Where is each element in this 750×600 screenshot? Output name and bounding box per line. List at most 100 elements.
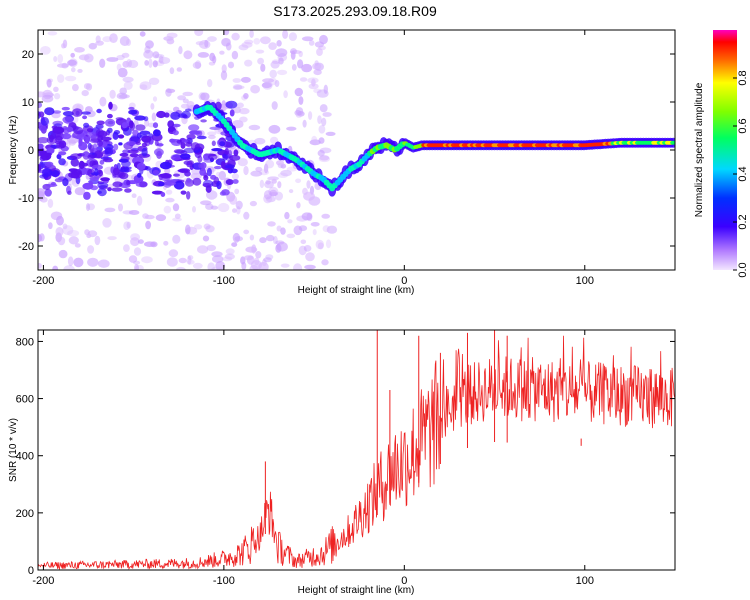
noise-blob — [301, 212, 313, 221]
noise-blob — [172, 203, 180, 212]
noise-blob — [48, 222, 53, 230]
noise-blob — [187, 255, 192, 265]
signal-blob — [132, 129, 139, 137]
noise-blob — [58, 249, 68, 259]
signal-blob — [229, 154, 241, 161]
noise-blob — [286, 166, 298, 172]
noise-blob — [231, 173, 239, 180]
noise-blob — [260, 36, 271, 45]
noise-blob — [302, 119, 307, 128]
noise-blob — [259, 179, 265, 189]
snr-x-label: Height of straight line (km) — [298, 585, 415, 596]
signal-blob — [202, 182, 212, 188]
signal-blob — [225, 179, 234, 185]
signal-blob — [211, 148, 223, 152]
signal-blob — [216, 180, 222, 190]
signal-blob — [94, 168, 99, 177]
noise-blob — [187, 255, 194, 261]
noise-blob — [290, 48, 297, 55]
noise-blob — [313, 88, 322, 94]
noise-blob — [57, 63, 69, 68]
colorbar-tick-label: 0.8 — [737, 70, 749, 85]
signal-blob — [134, 115, 146, 121]
signal-blob — [96, 140, 104, 147]
noise-blob — [53, 56, 58, 62]
noise-blob — [57, 54, 64, 64]
noise-blob — [63, 265, 75, 270]
noise-blob — [267, 221, 276, 227]
noise-blob — [152, 51, 160, 59]
noise-blob — [133, 260, 141, 265]
signal-blob — [95, 128, 105, 138]
noise-blob — [288, 32, 297, 41]
noise-blob — [128, 59, 139, 69]
noise-blob — [273, 236, 278, 245]
noise-blob — [321, 259, 329, 266]
noise-blob — [286, 126, 297, 131]
noise-blob — [56, 215, 64, 226]
noise-blob — [116, 63, 122, 71]
signal-blob — [100, 177, 110, 182]
noise-blob — [284, 211, 290, 220]
noise-blob — [259, 237, 267, 244]
noise-blob — [268, 42, 277, 50]
y-tick-label: 600 — [16, 394, 34, 406]
noise-blob — [122, 60, 130, 68]
noise-blob — [271, 59, 281, 64]
signal-blob — [45, 183, 58, 187]
signal-blob — [139, 181, 148, 188]
noise-blob — [319, 104, 328, 113]
signal-blob — [126, 180, 131, 186]
noise-blob — [220, 70, 228, 81]
noise-blob — [321, 213, 331, 219]
y-tick-label: 200 — [16, 508, 34, 520]
signal-blob — [38, 102, 43, 108]
noise-blob — [117, 67, 128, 78]
noise-blob — [265, 234, 275, 242]
signal-blob — [89, 181, 93, 186]
noise-blob — [133, 247, 142, 256]
noise-blob — [83, 83, 91, 90]
noise-blob — [231, 242, 238, 248]
signal-blob — [108, 101, 113, 110]
signal-blob — [61, 133, 72, 140]
noise-blob — [255, 166, 263, 172]
noise-blob — [235, 200, 243, 210]
noise-blob — [282, 30, 289, 39]
signal-blob — [233, 149, 239, 157]
noise-blob — [215, 261, 226, 270]
signal-blob — [158, 181, 165, 187]
noise-blob — [243, 165, 249, 176]
snr-frame — [37, 329, 676, 571]
noise-blob — [208, 134, 216, 140]
noise-blob — [243, 255, 254, 261]
spectrogram-x-ticks: -200 -100 0 100 — [32, 30, 594, 287]
signal-blob — [128, 106, 135, 110]
noise-blob — [317, 242, 324, 250]
noise-blob — [298, 96, 304, 105]
noise-blob — [212, 255, 224, 263]
signal-blob — [124, 188, 132, 193]
noise-blob — [207, 131, 217, 136]
noise-blob — [46, 79, 52, 88]
signal-blob — [129, 153, 139, 158]
signal-blob — [97, 182, 109, 189]
signal-blob — [107, 187, 112, 192]
noise-blob — [318, 137, 325, 144]
noise-blob — [308, 40, 315, 46]
noise-blob — [192, 61, 202, 69]
signal-blob — [38, 143, 44, 149]
signal-blob — [173, 173, 180, 177]
noise-blob — [293, 263, 303, 270]
noise-blob — [95, 35, 101, 44]
noise-blob — [262, 81, 273, 90]
signal-blob — [99, 159, 105, 165]
noise-blob — [233, 85, 245, 90]
noise-blob — [172, 234, 181, 244]
noise-blob — [73, 257, 84, 268]
noise-blob — [325, 239, 332, 249]
signal-blob — [70, 158, 80, 167]
noise-blob — [72, 115, 79, 124]
x-tick-label: -100 — [213, 275, 235, 287]
